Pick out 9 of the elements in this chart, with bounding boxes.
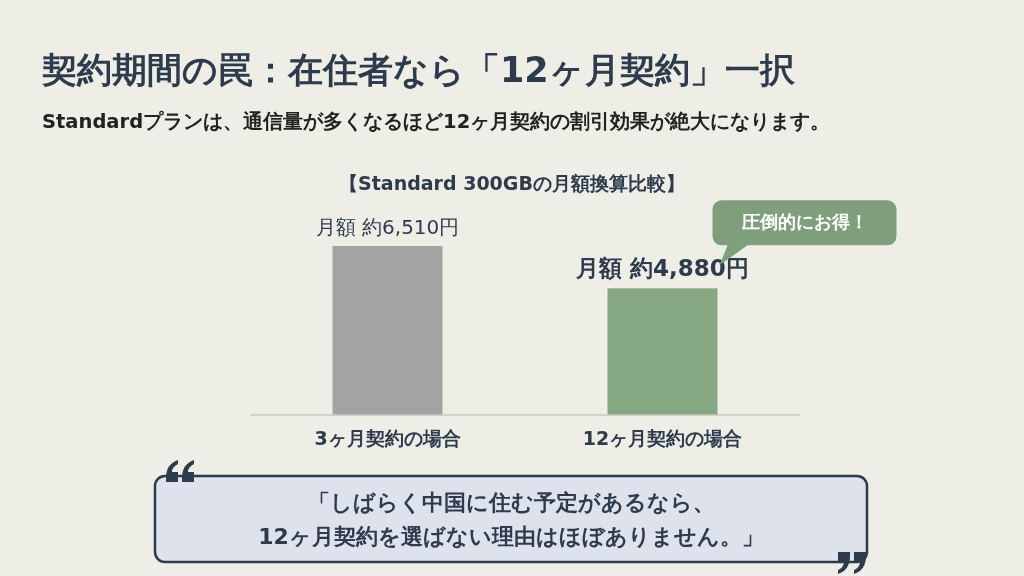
x-axis-title: 【Standard 300GBの月額換算比較】 [339,172,685,194]
chart-subtitle: Standardプランは、通信量が多くなるほど12ヶ月契約の割引効果が絶大になります。 [42,110,831,133]
text: 圧倒的にお得！ [740,211,868,233]
data-label: 月額 約6,510円 [315,215,460,239]
data-label: 月額 約4,880円 [575,255,749,282]
text: 「しばらく中国に住む予定があるなら、 12ヶ月契約を選ばない理由はほぼありません。」 [258,490,764,549]
chart-title: 契約期間の罠：在住者なら「12ヶ月契約」一択 [41,50,796,90]
x-tick-label: 12ヶ月契約の場合 [582,427,743,449]
x-tick-label: 3ヶ月契約の場合 [314,427,461,449]
